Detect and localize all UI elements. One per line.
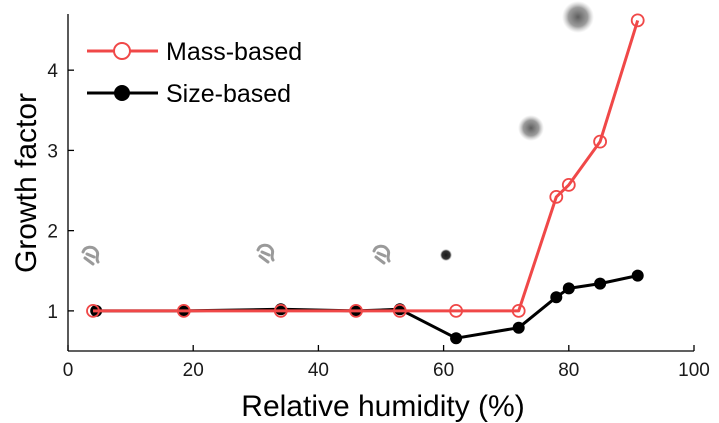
x-tick-label: 60: [433, 360, 454, 381]
data-point-mass-based: [449, 303, 464, 318]
data-point-mass-based: [392, 303, 407, 318]
data-point-mass-based: [511, 303, 526, 318]
legend-label-size-based: Size-based: [166, 80, 291, 108]
series-line-size-based: [96, 274, 639, 340]
irregular-particle-image: [256, 243, 275, 264]
compact-particle-image: [440, 249, 452, 261]
legend: Mass-based Size-based: [87, 38, 302, 108]
x-axis-title: Relative humidity (%): [241, 390, 524, 423]
data-point-mass-based: [273, 303, 288, 318]
legend-marker-mass-based: [113, 42, 131, 60]
x-tick-label: 40: [308, 360, 329, 381]
particle-images: [81, 1, 594, 266]
series-line-mass-based: [93, 19, 640, 313]
x-tick-label: 0: [63, 360, 74, 381]
data-point-mass-based: [176, 303, 191, 318]
data-point-mass-based: [593, 134, 607, 149]
y-ticks: 1 2 3 4: [47, 61, 74, 323]
droplet-image: [518, 115, 544, 141]
data-point-mass-based: [630, 13, 645, 28]
data-point-size-based: [512, 321, 525, 334]
irregular-particle-image: [372, 244, 391, 265]
data-point-size-based: [450, 332, 463, 345]
x-ticks: 0 20 40 60 80 100: [63, 345, 710, 381]
data-point-mass-based: [86, 303, 100, 318]
y-tick-label: 3: [47, 141, 58, 162]
data-point-size-based: [594, 277, 607, 290]
data-point-mass-based: [349, 303, 363, 318]
data-point-size-based: [550, 291, 563, 304]
droplet-image: [562, 1, 594, 33]
x-tick-label: 80: [558, 360, 579, 381]
y-tick-label: 1: [47, 302, 58, 323]
data-point-size-based: [631, 269, 644, 282]
series-layer: [86, 13, 645, 345]
series-size-based: [90, 269, 644, 345]
series-mass-based: [86, 13, 645, 318]
legend-label-mass-based: Mass-based: [166, 38, 302, 66]
data-point-mass-based: [549, 189, 564, 204]
data-point-size-based: [562, 282, 575, 295]
y-axis-title: Growth factor: [10, 93, 43, 273]
irregular-particle-image: [81, 245, 100, 266]
x-tick-label: 100: [678, 360, 710, 381]
axes: [67, 14, 694, 352]
legend-marker-size-based: [114, 85, 130, 101]
y-tick-label: 4: [47, 61, 58, 82]
data-point-mass-based: [561, 177, 576, 192]
x-tick-label: 20: [183, 360, 204, 381]
y-tick-label: 2: [47, 222, 58, 243]
